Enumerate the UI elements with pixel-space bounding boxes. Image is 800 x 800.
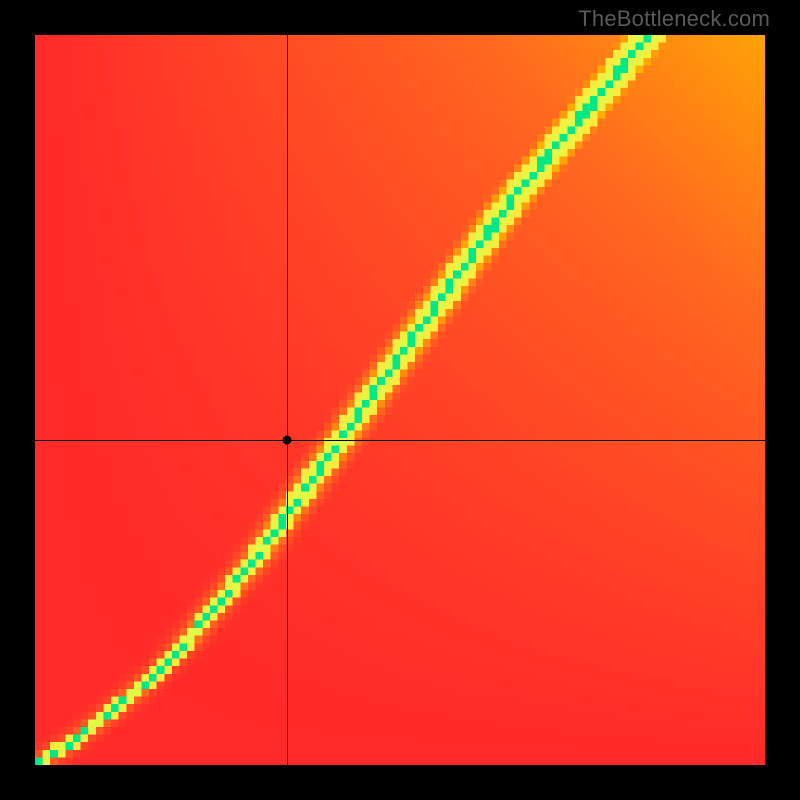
crosshair-vertical	[287, 35, 288, 765]
crosshair-horizontal	[35, 440, 765, 441]
marker-dot	[282, 436, 291, 445]
heatmap-plot	[35, 35, 765, 765]
source-watermark: TheBottleneck.com	[578, 6, 770, 32]
heatmap-canvas	[35, 35, 765, 765]
